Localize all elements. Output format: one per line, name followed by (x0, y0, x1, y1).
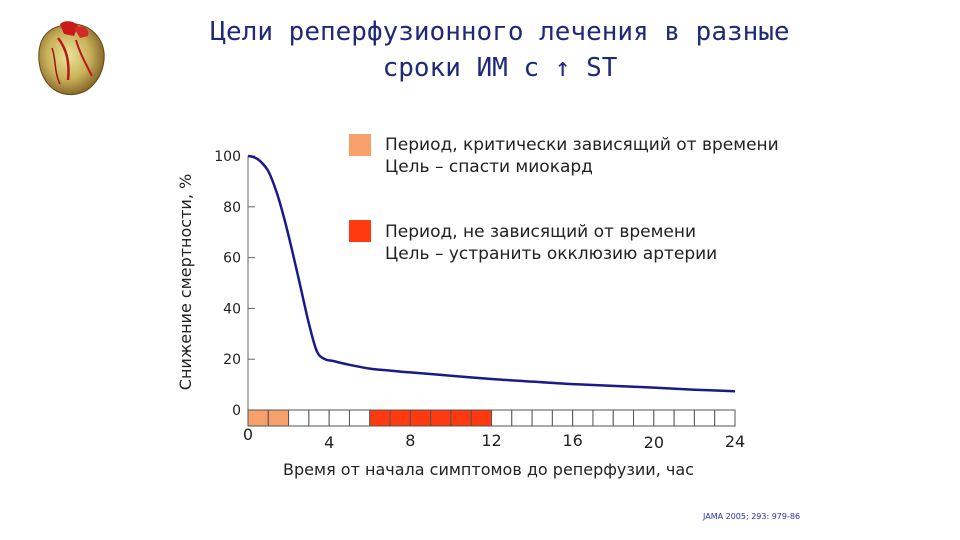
time-band-cell (247, 409, 269, 427)
mortality-curve-line (247, 154, 736, 393)
y-tick-label: 40 (223, 301, 241, 317)
heart-anatomy-icon (30, 18, 110, 100)
x-tick-label: 24 (725, 432, 745, 451)
x-axis-label: Время от начала симптомов до реперфузии,… (283, 460, 694, 479)
time-band-cell (450, 409, 472, 427)
x-tick-label: 8 (405, 431, 415, 450)
time-band-cell (389, 409, 411, 427)
time-band-cell (551, 409, 574, 427)
time-band-cell (572, 409, 594, 427)
y-tick-label: 0 (232, 403, 241, 419)
time-band-cell (409, 409, 432, 427)
title-line-1: Цели реперфузионного лечения в разные (210, 17, 790, 47)
x-tick-label: 16 (562, 431, 582, 450)
time-band-cell (491, 409, 513, 427)
time-band-cell (693, 409, 716, 427)
legend-non-critical-line-1: Период, не зависящий от времени (385, 222, 697, 242)
y-tick-label: 20 (223, 352, 241, 368)
source-citation: JAMA 2005; 293: 979-86 (703, 512, 801, 521)
time-band-cell (328, 409, 350, 427)
y-tick-label: 80 (223, 200, 241, 216)
legend-label-non-critical: Период, не зависящий от времени Цель – у… (385, 221, 717, 265)
x-tick-label: 4 (324, 433, 334, 452)
time-band-cell (369, 409, 391, 427)
title-line-2: сроки ИМ с ↑ ST (382, 53, 618, 83)
time-band-cell (470, 409, 493, 427)
y-axis-label: Снижение смертности, % (176, 174, 195, 390)
time-band-cell (511, 409, 533, 427)
time-band-cell (267, 409, 290, 427)
time-band-cell (714, 409, 736, 427)
legend-critical-line-2: Цель – спасти миокард (385, 157, 593, 177)
legend-critical-line-1: Период, критически зависящий от времени (385, 135, 779, 155)
y-tick-label: 100 (214, 149, 241, 165)
time-band-cell (308, 409, 330, 427)
y-tick-label: 60 (223, 251, 241, 267)
legend-swatch-critical (349, 134, 371, 156)
page-title: Цели реперфузионного лечения в разные ср… (180, 14, 820, 86)
x-tick-label: 0 (243, 425, 253, 444)
time-band-cell (633, 409, 655, 427)
time-band-cell (592, 409, 614, 427)
legend-label-critical: Период, критически зависящий от времени … (385, 134, 779, 178)
time-band-cell (612, 409, 635, 427)
time-band-cell (653, 409, 675, 427)
time-band-cell (673, 409, 695, 427)
time-band-cell (531, 409, 553, 427)
time-band-cell (348, 409, 371, 427)
legend-non-critical-line-2: Цель – устранить окклюзию артерии (385, 244, 718, 264)
x-tick-label: 20 (644, 433, 664, 452)
legend-swatch-non-critical (349, 220, 371, 242)
time-band-cell (288, 409, 310, 427)
x-tick-label: 12 (481, 431, 501, 450)
time-band-cell (430, 409, 452, 427)
